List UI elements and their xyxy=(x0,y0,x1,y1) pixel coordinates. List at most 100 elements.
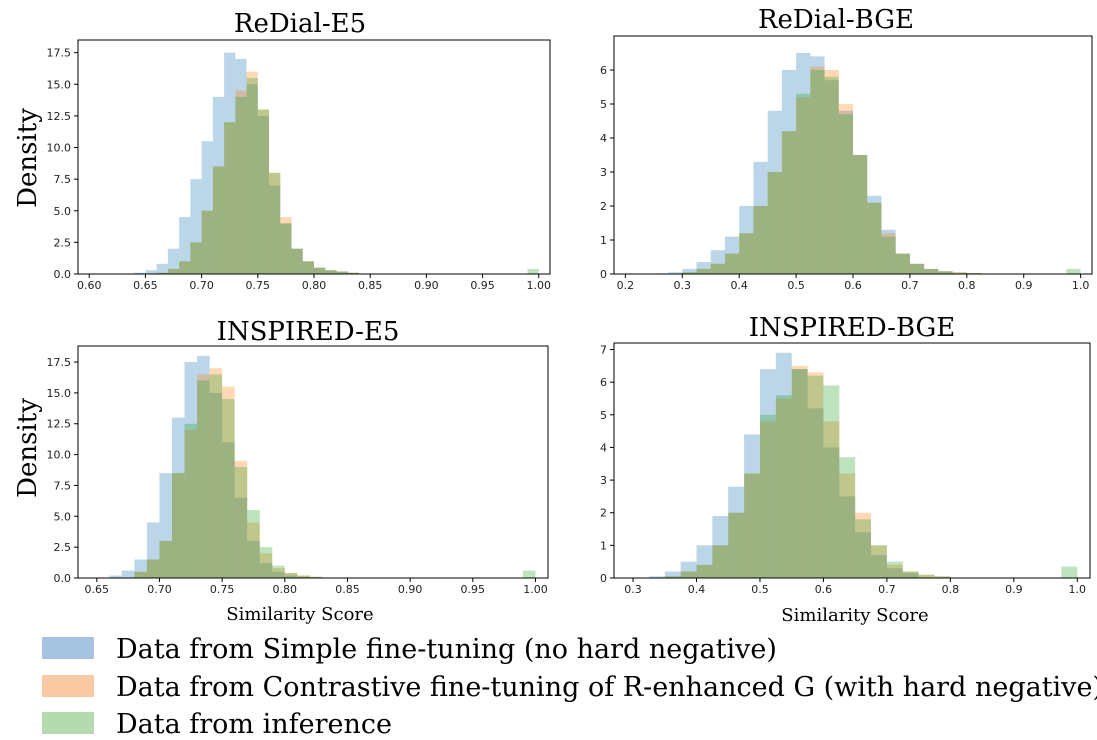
histogram-bar-simple xyxy=(938,271,953,274)
ticks: 0.2 0.3 0.4 0.5 0.6 0.7 0.8 0.9 1.0 0 1 2 3 4 5 6 xyxy=(600,64,1089,292)
histogram-bar-simple xyxy=(134,272,146,274)
histogram-bar-inference xyxy=(302,261,314,274)
x-tick-label: 0.90 xyxy=(398,583,423,596)
histogram-bar-contrastive xyxy=(201,210,213,274)
histogram-bar-simple xyxy=(712,515,729,578)
histogram-bar-contrastive xyxy=(284,573,298,578)
histogram-bar-inference xyxy=(871,545,887,578)
histogram-bar-contrastive xyxy=(781,131,797,274)
histogram-bar-inference xyxy=(886,561,903,578)
histogram-bar-contrastive xyxy=(222,386,235,578)
x-tick-label: 0.3 xyxy=(624,583,642,596)
histogram-bar-inference xyxy=(269,172,281,274)
x-tick-label: 1.00 xyxy=(523,583,548,596)
histogram-bar-simple xyxy=(775,352,792,578)
histogram-bar-simple xyxy=(648,576,665,578)
histogram-bar-simple xyxy=(190,179,202,274)
histogram-bar-simple xyxy=(222,442,235,578)
legend-item-inference: Data from inference xyxy=(42,709,392,740)
x-tick-label: 0.65 xyxy=(85,583,110,596)
histogram-bar-contrastive xyxy=(895,253,910,274)
histogram-bar-contrastive xyxy=(952,272,967,274)
histogram-bar-contrastive xyxy=(190,242,202,274)
y-tick-label: 0 xyxy=(600,268,607,281)
histogram-bar-contrastive xyxy=(810,66,825,274)
histogram-bar-inference xyxy=(159,540,172,578)
histogram-bar-contrastive xyxy=(664,576,681,578)
x-tick-label: 1.00 xyxy=(527,279,552,292)
bars xyxy=(648,352,1078,579)
histogram-bar-contrastive xyxy=(212,166,225,274)
histogram-bar-inference xyxy=(134,571,147,578)
histogram-bar-simple xyxy=(853,155,868,274)
histogram-bar-simple xyxy=(146,522,160,578)
histogram-bar-contrastive xyxy=(867,202,882,274)
histogram-bar-simple xyxy=(664,571,681,578)
panel-title: ReDial-BGE xyxy=(758,5,914,35)
histogram-bar-simple xyxy=(109,575,122,578)
histogram-bar-contrastive xyxy=(309,576,323,578)
histogram-bar-inference xyxy=(347,272,359,274)
histogram-bar-inference xyxy=(823,385,840,578)
histogram-bar-contrastive xyxy=(728,512,745,578)
y-tick-label: 0.0 xyxy=(54,572,72,585)
panel-title: INSPIRED-BGE xyxy=(749,313,956,343)
legend-swatch-contrastive xyxy=(42,675,94,697)
y-tick-label: 0.0 xyxy=(54,268,72,281)
histogram-bar-contrastive xyxy=(918,574,935,578)
histogram-bar-contrastive xyxy=(744,473,760,578)
histogram-bar-inference xyxy=(314,267,326,274)
x-tick-label: 0.9 xyxy=(1015,279,1033,292)
histogram-bar-contrastive xyxy=(710,263,725,274)
x-tick-label: 0.3 xyxy=(674,279,692,292)
x-axis-label: Similarity Score xyxy=(781,605,928,626)
y-tick-label: 5.0 xyxy=(54,205,72,218)
bars xyxy=(653,53,1081,275)
histogram-bar-inference xyxy=(680,571,697,578)
histogram-bar-inference xyxy=(1061,566,1078,578)
histogram-bar-simple xyxy=(259,563,273,578)
histogram-bar-simple xyxy=(291,248,303,274)
histogram-bar-inference xyxy=(759,414,776,578)
histogram-bar-contrastive xyxy=(184,429,198,578)
histogram-bar-contrastive xyxy=(909,263,925,274)
histogram-bar-simple xyxy=(680,561,697,578)
y-tick-label: 2 xyxy=(600,507,607,520)
histogram-bar-simple xyxy=(739,206,754,274)
histogram-bar-inference xyxy=(156,272,168,274)
histogram-bar-simple xyxy=(838,110,853,274)
histogram-bar-contrastive xyxy=(712,545,729,578)
histogram-bar-simple xyxy=(247,540,260,578)
y-tick-label: 0 xyxy=(600,572,607,585)
y-tick-label: 17.5 xyxy=(47,356,72,369)
histogram-bar-contrastive xyxy=(336,271,348,274)
histogram-bar-inference xyxy=(952,272,967,274)
x-tick-label: 0.8 xyxy=(958,279,976,292)
histogram-bar-contrastive xyxy=(347,272,359,274)
histogram-bar-contrastive xyxy=(839,473,856,578)
histogram-bar-simple xyxy=(824,80,839,274)
histogram-bar-inference xyxy=(325,270,337,274)
histogram-bar-inference xyxy=(280,223,292,274)
histogram-bar-inference xyxy=(197,380,210,578)
histogram-bar-contrastive xyxy=(759,421,776,578)
bars xyxy=(109,355,536,578)
y-tick-label: 17.5 xyxy=(47,47,72,60)
y-tick-label: 7.5 xyxy=(54,479,72,492)
histogram-bar-simple xyxy=(759,369,776,578)
histogram-bar-inference xyxy=(902,571,919,578)
histogram-bar-inference xyxy=(682,272,697,274)
histogram-bar-simple xyxy=(167,248,180,274)
y-tick-label: 5 xyxy=(600,409,607,422)
histogram-bar-contrastive xyxy=(838,104,853,274)
histogram-bar-contrastive xyxy=(269,172,281,274)
y-tick-label: 3 xyxy=(600,166,607,179)
histogram-bar-simple xyxy=(902,573,919,578)
histogram-bar-inference xyxy=(855,519,872,578)
histogram-bar-inference xyxy=(966,272,982,274)
histogram-bar-inference xyxy=(924,268,939,274)
x-tick-label: 0.5 xyxy=(751,583,769,596)
x-tick-label: 0.4 xyxy=(730,279,748,292)
histogram-bar-contrastive xyxy=(696,268,711,274)
histogram-bar-simple xyxy=(753,161,768,274)
